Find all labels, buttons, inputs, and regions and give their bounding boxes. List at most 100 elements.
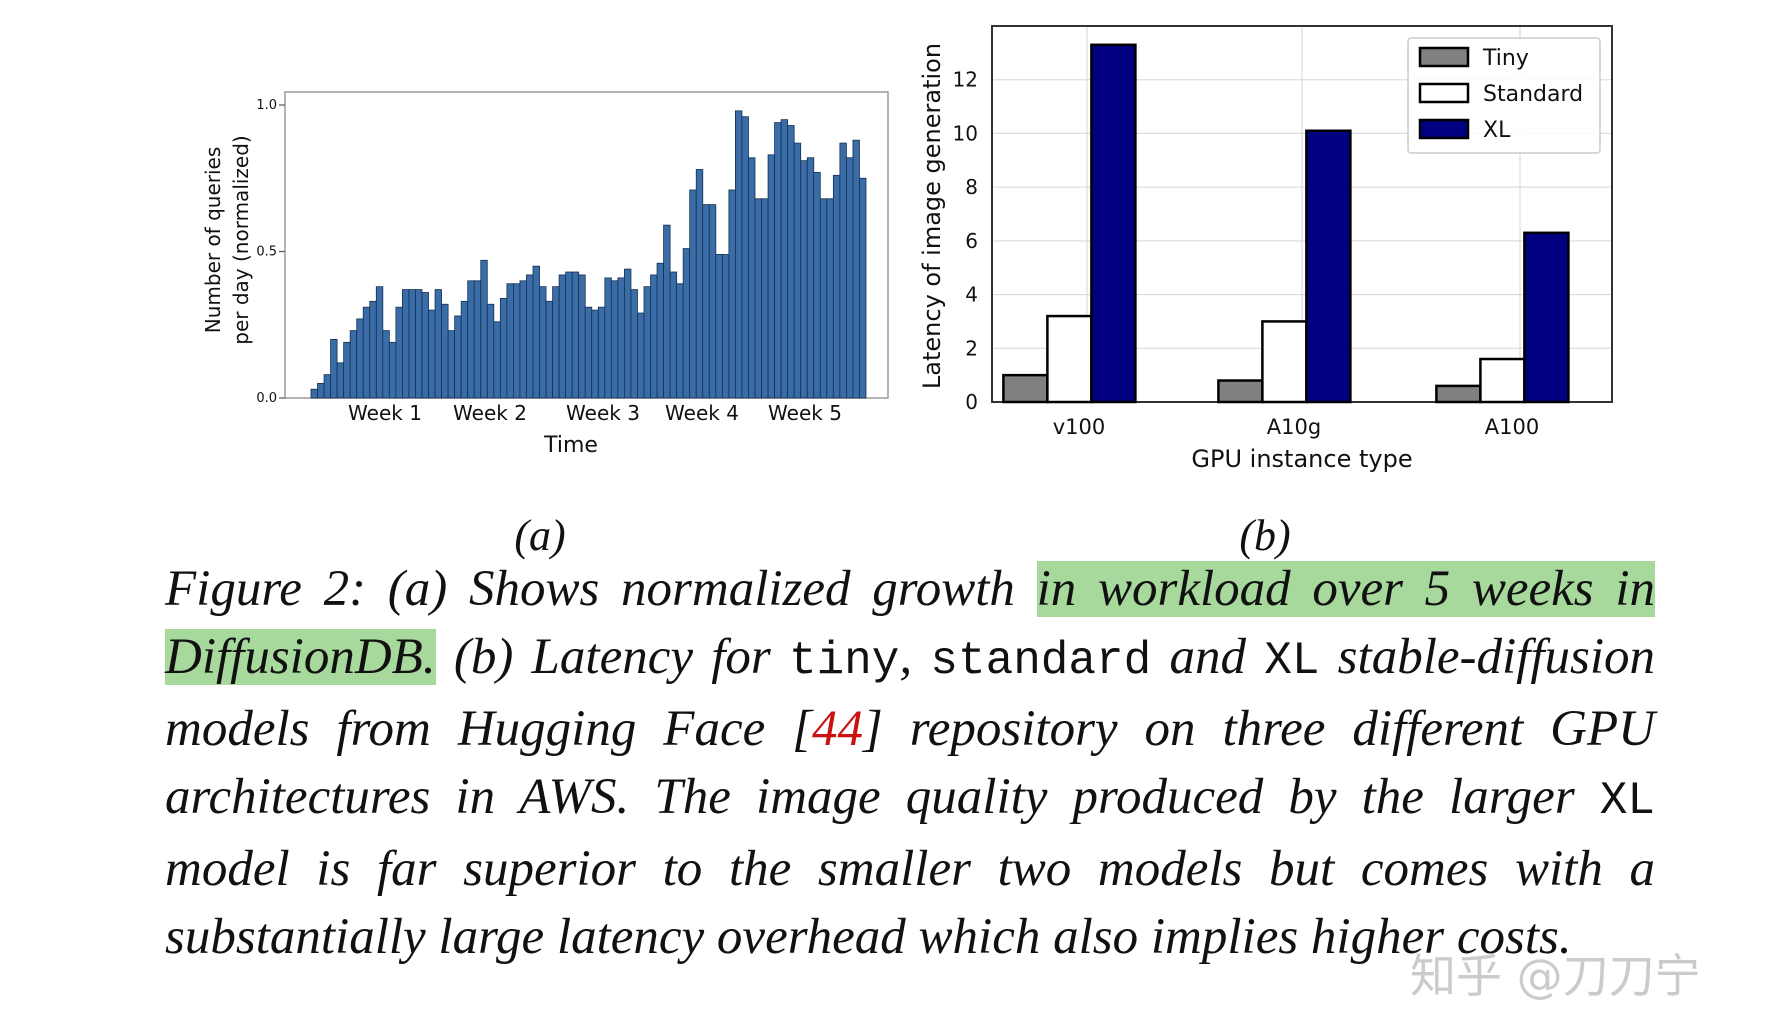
chart-a-bar bbox=[532, 265, 540, 399]
chart-a-bar bbox=[454, 315, 462, 399]
chart-a-bar bbox=[780, 119, 789, 399]
chart-b-bar-xl bbox=[1090, 43, 1137, 404]
chart-a-bar bbox=[375, 286, 384, 399]
chart-a-bar bbox=[806, 157, 815, 399]
chart-a-bar bbox=[519, 280, 527, 399]
caption-code: XL bbox=[1264, 635, 1320, 687]
chart-a-bar bbox=[330, 338, 338, 399]
chart-a-ytick-label: 1.0 bbox=[256, 98, 277, 113]
chart-a-bar bbox=[369, 300, 377, 399]
chart-a-bar bbox=[395, 306, 403, 399]
chart-a-bar bbox=[480, 259, 488, 399]
caption-text: Figure 2: (a) Shows normalized growth bbox=[165, 561, 1037, 617]
chart-a-bar bbox=[558, 274, 567, 399]
chart-a-bar bbox=[819, 198, 828, 399]
chart-a-bar bbox=[741, 116, 749, 399]
chart-a-bar bbox=[486, 303, 495, 399]
chart-b-xtick-label: A10g bbox=[1267, 415, 1321, 439]
chart-a-bar bbox=[408, 289, 416, 399]
caption-text: ] repository on three different GPU arch… bbox=[165, 701, 1655, 825]
chart-a-xlabel: Time bbox=[543, 433, 598, 458]
chart-b-bar-tiny bbox=[1217, 379, 1264, 404]
chart-a-bar bbox=[493, 321, 501, 399]
chart-b-bar-tiny bbox=[1002, 373, 1049, 404]
chart-a-bar bbox=[721, 254, 730, 399]
legend-swatch-standard bbox=[1418, 82, 1470, 104]
chart-a-bar bbox=[754, 198, 762, 399]
legend-swatch-xl bbox=[1418, 118, 1470, 140]
chart-b-bar-standard bbox=[1261, 320, 1308, 404]
chart-a-bar bbox=[610, 280, 619, 399]
chart-a-xtick-label: Week 2 bbox=[453, 401, 527, 425]
chart-b-bar-tiny bbox=[1435, 384, 1482, 404]
chart-a-bar bbox=[578, 274, 586, 399]
chart-b-xtick-label: v100 bbox=[1053, 415, 1106, 439]
caption-text: stable-diffusion models from Hugging Fac… bbox=[165, 629, 1656, 757]
chart-a-ytick-label: 0.5 bbox=[256, 245, 277, 260]
citation-link[interactable]: 44 bbox=[812, 701, 864, 757]
chart-a-bar bbox=[571, 271, 580, 399]
caption-text: and bbox=[1151, 629, 1265, 685]
chart-a-bar bbox=[317, 382, 325, 399]
chart-b-ytick-label: 10 bbox=[953, 121, 978, 145]
chart-a-bar bbox=[402, 289, 410, 399]
chart-a-bar bbox=[513, 283, 521, 399]
chart-b-ytick-label: 8 bbox=[965, 175, 978, 199]
chart-a-bar bbox=[428, 309, 436, 399]
caption-code: XL bbox=[1599, 775, 1655, 827]
chart-a-bar bbox=[539, 286, 547, 399]
chart-a-bar bbox=[689, 189, 697, 399]
caption-text: model is far superior to the smaller two… bbox=[165, 841, 1655, 965]
chart-a-xtick-label: Week 3 bbox=[566, 401, 640, 425]
chart-a-bar bbox=[565, 271, 573, 399]
chart-b-bar-standard bbox=[1046, 314, 1093, 404]
chart-a-bar bbox=[650, 274, 658, 399]
chart-a-bar bbox=[336, 362, 345, 399]
caption-code: standard bbox=[930, 635, 1152, 687]
chart-b-bar-xl bbox=[1523, 231, 1570, 404]
watermark: 知乎 @刀刀宁 bbox=[1410, 949, 1701, 1003]
chart-a-bar bbox=[362, 306, 371, 399]
chart-a-bar bbox=[356, 318, 364, 399]
legend-swatch-tiny bbox=[1418, 46, 1470, 68]
chart-a-bar bbox=[473, 280, 482, 399]
chart-a: 0.0 0.5 1.0 Week 1 Week 2 Week 3 Week 4 Week 5… bbox=[201, 91, 889, 458]
chart-a-bar bbox=[624, 268, 632, 399]
chart-a-xtick-label: Week 5 bbox=[768, 401, 842, 425]
chart-b-ylabel: Latency of image generation bbox=[918, 43, 946, 389]
chart-a-xtick-label: Week 4 bbox=[665, 401, 739, 425]
chart-a-bar bbox=[323, 374, 331, 399]
chart-a-bar bbox=[552, 286, 560, 399]
chart-b: 0 2 4 6 8 10 12 v100 A10g A100 GPU instance type… bbox=[918, 25, 1613, 473]
chart-a-bar bbox=[708, 204, 717, 399]
chart-b-bar-xl bbox=[1305, 129, 1352, 404]
chart-a-bar bbox=[793, 142, 802, 399]
chart-a-bar bbox=[774, 122, 782, 399]
chart-a-bar bbox=[421, 292, 429, 399]
chart-b-ytick-label: 4 bbox=[965, 283, 978, 307]
chart-a-bar bbox=[499, 297, 508, 399]
chart-a-bar bbox=[735, 110, 743, 399]
chart-a-bar bbox=[604, 277, 612, 399]
chart-a-bar bbox=[748, 157, 756, 399]
chart-b-xlabel: GPU instance type bbox=[1191, 445, 1412, 473]
caption-code: tiny bbox=[788, 635, 900, 687]
legend-label-standard: Standard bbox=[1483, 82, 1583, 107]
chart-a-bar bbox=[506, 283, 514, 399]
panel-label-a: (a) bbox=[514, 511, 565, 560]
chart-a-bar bbox=[597, 306, 606, 399]
chart-a-bar bbox=[669, 271, 678, 399]
chart-a-bar bbox=[388, 341, 397, 399]
chart-a-bar bbox=[584, 306, 593, 399]
chart-a-bar bbox=[441, 303, 449, 399]
chart-b-ytick-label: 2 bbox=[965, 336, 978, 360]
chart-a-xtick-label: Week 1 bbox=[348, 401, 422, 425]
chart-a-bar bbox=[382, 330, 390, 399]
chart-a-bar bbox=[826, 198, 834, 399]
chart-a-bar bbox=[447, 330, 456, 399]
chart-a-bar bbox=[728, 189, 736, 399]
chart-b-xtick-label: A100 bbox=[1485, 415, 1539, 439]
chart-a-bar bbox=[663, 224, 671, 399]
chart-a-bar bbox=[682, 248, 691, 399]
